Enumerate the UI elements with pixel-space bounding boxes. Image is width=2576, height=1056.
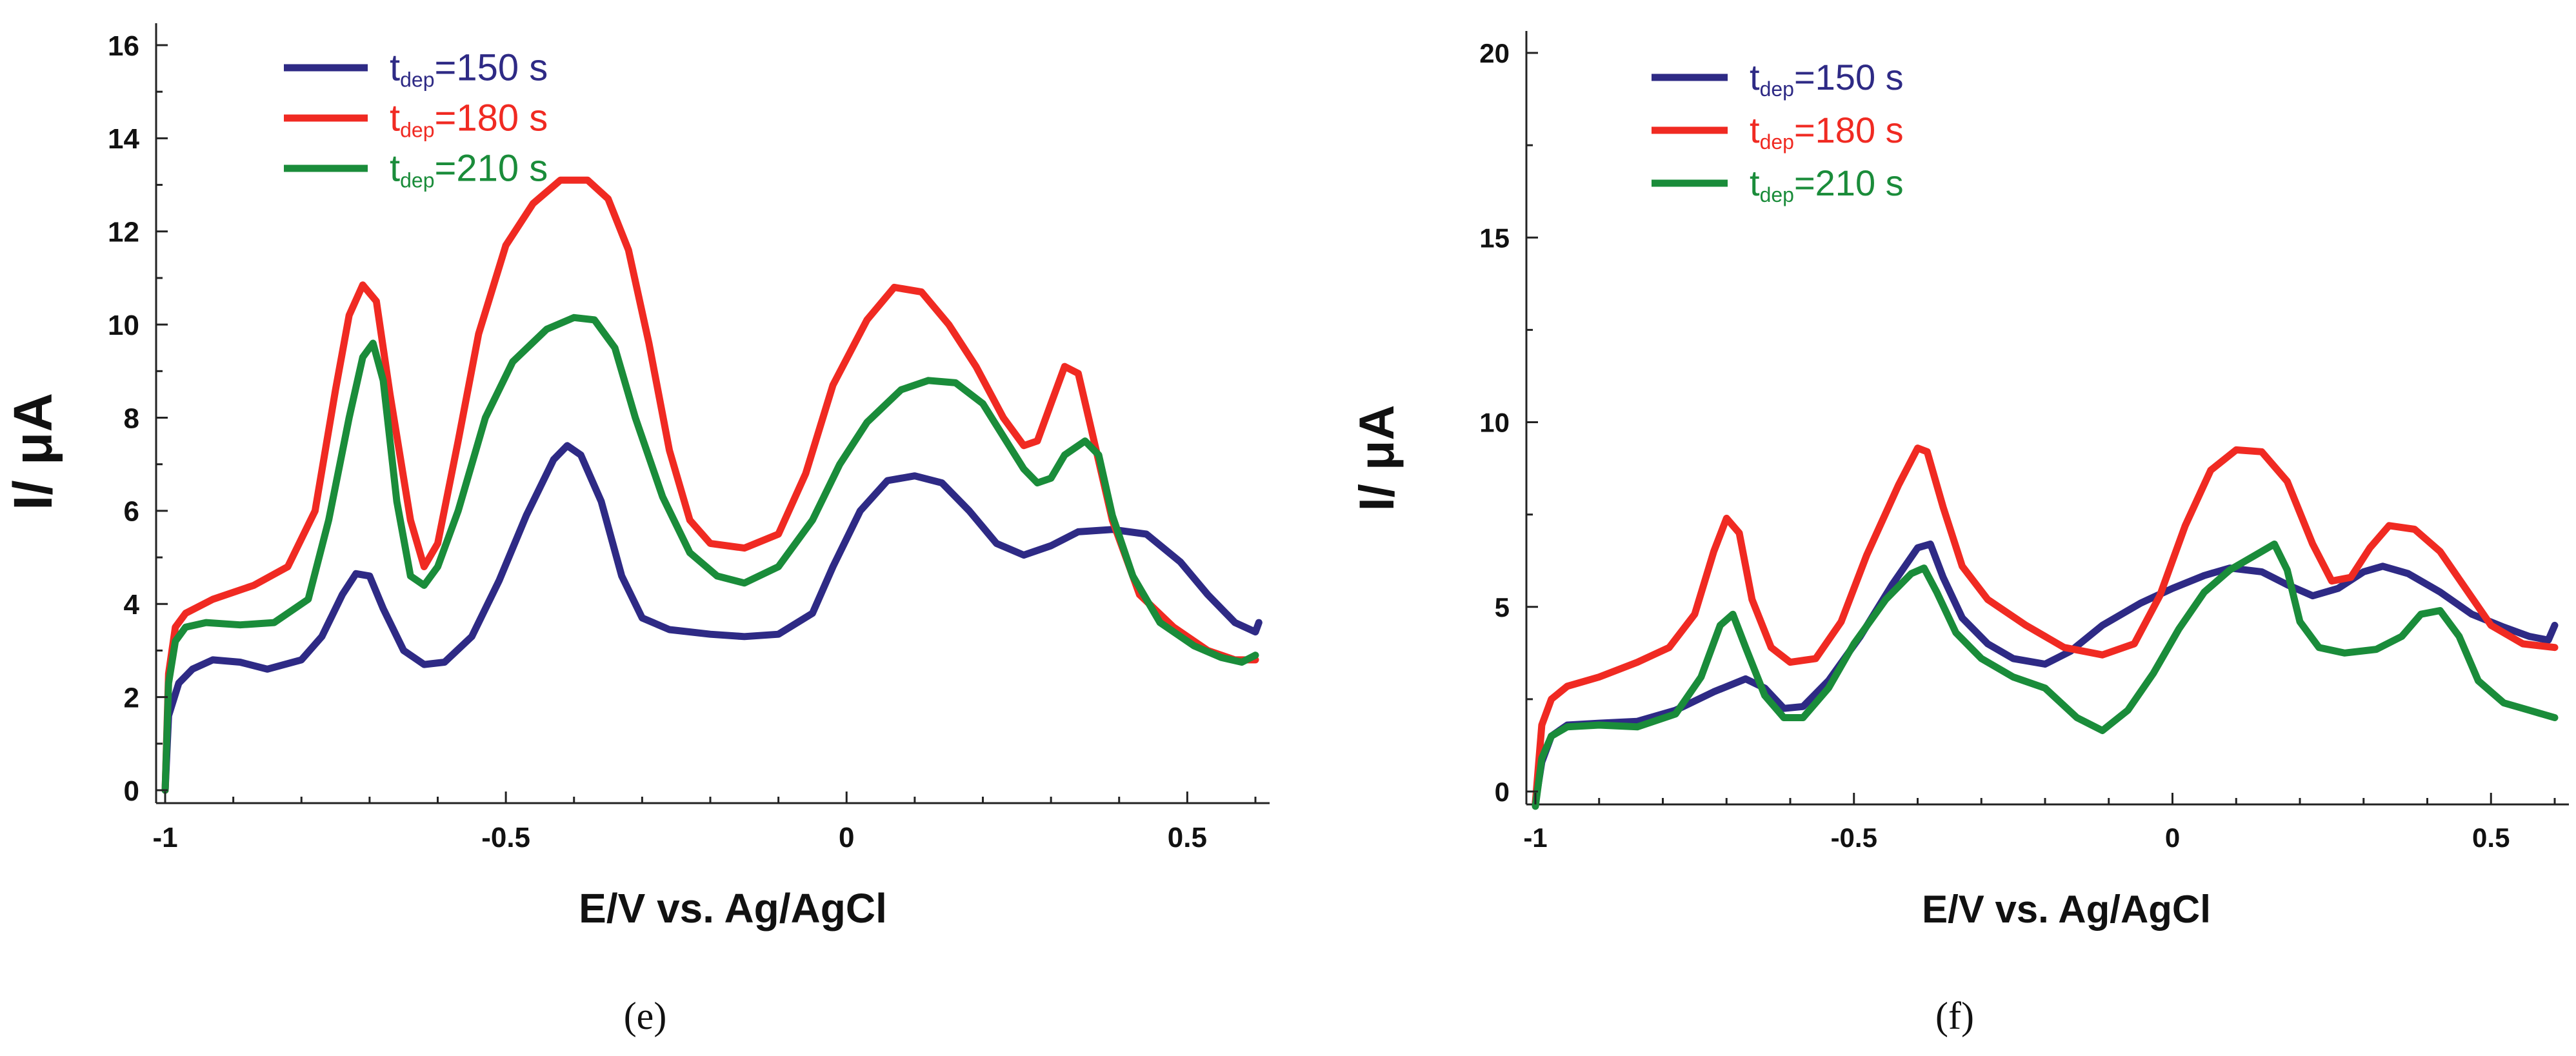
panel-e-series-tdep-180-s bbox=[161, 176, 1259, 794]
panel-e-legend-label-tdep-210-s: tdep=210 s bbox=[390, 148, 548, 192]
panel-e-y-tick-label-10: 10 bbox=[108, 310, 139, 341]
panel-e-x-tick-label-0: 0 bbox=[839, 822, 854, 853]
panel-e-y-ticks: 0 2 4 6 8 10 12 14 16 bbox=[108, 30, 168, 807]
panel-e-y-tick-label-12: 12 bbox=[108, 217, 139, 248]
panel-e-legend: tdep=150 s tdep=180 s tdep=210 s bbox=[284, 47, 548, 192]
panel-f-y-ticks: 0 5 10 15 20 bbox=[1479, 38, 1538, 807]
panel-e-y-axis-title: I/ μA bbox=[3, 393, 63, 510]
panel-f-y-tick-label-0: 0 bbox=[1495, 777, 1510, 807]
panel-f-legend: tdep=150 s tdep=180 s tdep=210 s bbox=[1652, 57, 1904, 206]
panel-f-legend-label-tdep-150-s: tdep=150 s bbox=[1750, 57, 1904, 101]
panel-e-series-tdep-150-s bbox=[161, 442, 1263, 794]
panel-f-x-ticks: -1 -0.5 0 0.5 bbox=[1523, 793, 2556, 853]
panel-f-y-tick-label-15: 15 bbox=[1479, 223, 1510, 253]
panel-f-legend-label-tdep-180-s: tdep=180 s bbox=[1750, 110, 1904, 154]
panel-e-series-tdep-210-s bbox=[161, 314, 1259, 794]
panel-e-gridlines bbox=[155, 23, 1270, 804]
panel-f-series-tdep-180-s bbox=[1532, 444, 2559, 806]
panel-f-x-axis-title: E/V vs. Ag/AgCl bbox=[1922, 888, 2211, 931]
panel-e-y-tick-label-16: 16 bbox=[108, 30, 139, 62]
panel-e-x-tick-label-0-5: -0.5 bbox=[481, 822, 530, 853]
panel-f-series-group bbox=[1532, 444, 2559, 810]
panel-e-y-tick-label-4: 4 bbox=[124, 589, 140, 621]
panel-e-label: (e) bbox=[624, 995, 667, 1037]
panel-e-legend-label-tdep-150-s: tdep=150 s bbox=[390, 47, 548, 92]
panel-e-legend-label-tdep-180-s: tdep=180 s bbox=[390, 97, 548, 142]
panel-f-label: (f) bbox=[1935, 995, 1974, 1037]
panel-f-x-tick-label-0-5: 0.5 bbox=[2472, 822, 2510, 853]
panel-f-y-tick-label-10: 10 bbox=[1479, 408, 1510, 438]
panel-f-x-tick-label-1: -1 bbox=[1523, 822, 1547, 853]
panel-f: 0 5 10 15 20 -1 -0.5 0 0.5 tdep=150 s tdep=180 s… bbox=[1350, 31, 2569, 1037]
panel-f-x-tick-label-0-5: -0.5 bbox=[1831, 822, 1877, 853]
panel-e-y-tick-label-0: 0 bbox=[124, 775, 139, 807]
panel-f-gridlines bbox=[1525, 31, 2569, 806]
panel-f-y-tick-label-20: 20 bbox=[1479, 38, 1510, 68]
panel-e-x-ticks: -1 -0.5 0 0.5 bbox=[152, 792, 1257, 853]
panel-f-y-axis-title: I/ μA bbox=[1350, 405, 1404, 512]
panel-e-y-tick-label-8: 8 bbox=[124, 403, 139, 434]
panel-e-x-tick-label-1: -1 bbox=[152, 822, 177, 853]
panel-f-legend-label-tdep-210-s: tdep=210 s bbox=[1750, 163, 1904, 206]
panel-f-series-tdep-210-s bbox=[1532, 540, 2559, 810]
panel-e-y-tick-label-6: 6 bbox=[124, 496, 139, 528]
panel-e-x-axis-title: E/V vs. Ag/AgCl bbox=[579, 885, 887, 931]
panel-e-x-tick-label-0-5: 0.5 bbox=[1168, 822, 1207, 853]
panel-f-y-tick-label-5: 5 bbox=[1495, 592, 1510, 623]
panel-f-x-tick-label-0: 0 bbox=[2165, 822, 2180, 853]
panel-e-y-tick-label-2: 2 bbox=[124, 682, 139, 713]
panel-e-y-tick-label-14: 14 bbox=[108, 123, 139, 155]
panel-e-series-group bbox=[161, 176, 1263, 794]
panel-f-series-tdep-150-s bbox=[1532, 540, 2559, 806]
